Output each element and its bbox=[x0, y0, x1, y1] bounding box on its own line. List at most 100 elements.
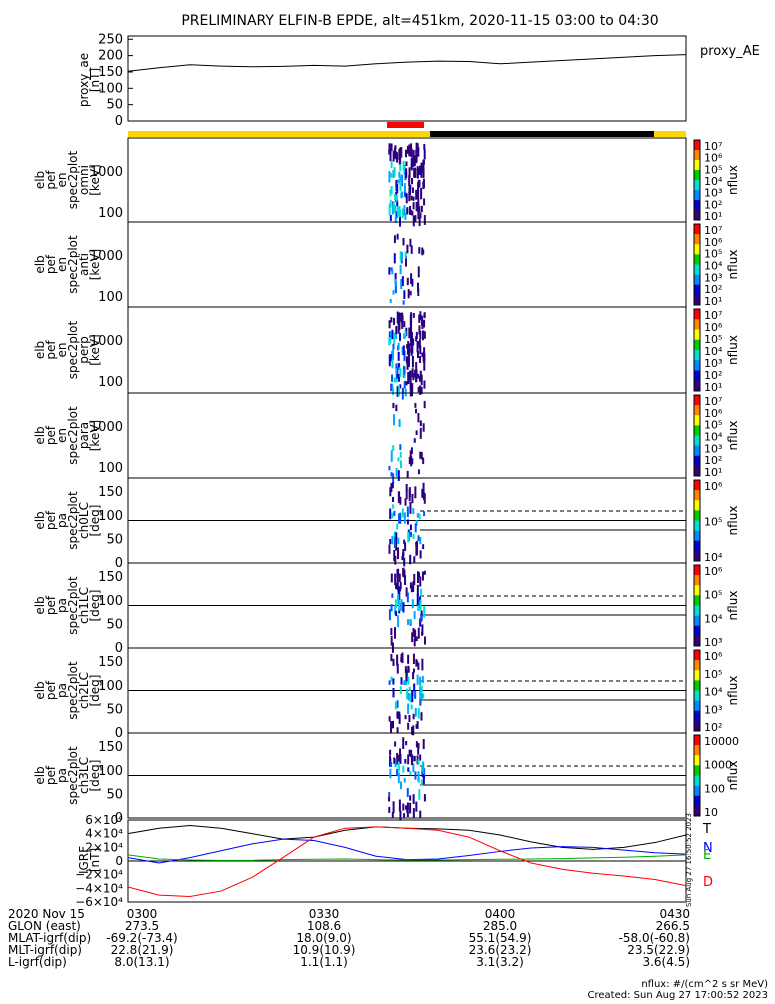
en-para-colorbar bbox=[693, 394, 701, 477]
en-omni-data-cell bbox=[404, 149, 407, 158]
pa-ch2-data-cell bbox=[407, 692, 410, 701]
en-perp-data-cell bbox=[407, 341, 410, 349]
pa-ch0-colorbar bbox=[693, 479, 701, 562]
pa-ch0-data-cell bbox=[398, 491, 401, 503]
en-perp-data-cells bbox=[388, 311, 426, 400]
pa-ch1-colorbar-frame bbox=[693, 564, 701, 647]
pa-ch3-data-cell bbox=[394, 758, 397, 768]
igrf-series-E bbox=[127, 854, 687, 861]
pa-ch2-data-cell bbox=[413, 683, 416, 692]
pa-ch1-colorbar-tick: 10⁴ bbox=[704, 612, 723, 625]
en-anti-data-cell bbox=[394, 281, 397, 294]
en-para-colorbar-band bbox=[694, 465, 700, 477]
en-perp-data-cell bbox=[407, 351, 410, 361]
en-anti-colorbar-band bbox=[694, 244, 700, 255]
pa-ch2-data-cell bbox=[405, 670, 408, 682]
pa-ch2-data-cell bbox=[404, 666, 407, 674]
en-omni-data-cell bbox=[412, 196, 415, 201]
pa-ch0-data-cell bbox=[407, 531, 410, 543]
en-anti-colorbar bbox=[693, 223, 701, 306]
igrf-ytick: 4×10⁴ bbox=[85, 827, 123, 841]
en-perp-data-cell bbox=[388, 354, 391, 367]
en-anti-colorbar-band bbox=[694, 284, 700, 296]
proxy-ae-frame bbox=[127, 35, 687, 122]
en-omni-data-cell bbox=[400, 174, 403, 184]
en-perp-data-cell bbox=[405, 356, 408, 364]
en-anti-data-cell bbox=[417, 288, 420, 297]
pa-ch0-data-cell bbox=[393, 536, 396, 549]
pa-ch0-data-cell bbox=[403, 557, 406, 567]
pa-ch0-data-cell bbox=[399, 512, 402, 524]
pa-ch1-data-cell bbox=[390, 573, 393, 583]
pa-ch2-data-cell bbox=[410, 704, 413, 710]
pa-ch3-data-cell bbox=[393, 757, 396, 764]
en-perp-data-cell bbox=[388, 337, 391, 346]
pa-ch1-data-cell bbox=[402, 568, 405, 577]
pa-ch2-colorbar-band bbox=[694, 690, 700, 702]
pa-ch3-data-cell bbox=[410, 754, 413, 766]
pa-ch2-data-cell bbox=[420, 712, 423, 721]
en-anti-colorbar-tick: 10⁶ bbox=[704, 236, 723, 249]
pa-ch3-data-cell bbox=[400, 781, 403, 790]
pa-ch3-data-cell bbox=[388, 806, 391, 813]
en-perp-data-cell bbox=[411, 355, 414, 368]
en-perp-data-cell bbox=[407, 359, 410, 367]
en-omni-data-cell bbox=[416, 167, 419, 179]
en-perp-data-cell bbox=[410, 347, 413, 353]
en-omni-colorbar-tick: 10¹ bbox=[704, 210, 722, 223]
footer-created: Created: Sun Aug 27 17:00:52 2023 bbox=[588, 990, 768, 1000]
pa-ch3-data-cell bbox=[390, 761, 393, 768]
en-omni-data-cell bbox=[420, 171, 423, 178]
proxy-ae-ytick: 200 bbox=[98, 49, 123, 64]
en-omni-data-cell bbox=[410, 164, 413, 171]
en-perp-data-cell bbox=[423, 313, 426, 319]
pa-ch0-colorbar-band bbox=[694, 550, 700, 562]
pa-ch2-data-cell bbox=[400, 677, 403, 685]
pa-ch1-data-cell bbox=[412, 628, 415, 637]
pa-ch2-colorbar-tick: 10⁴ bbox=[704, 686, 723, 699]
pa-ch0-data-cell bbox=[392, 504, 395, 509]
pa-ch2-data-cell bbox=[412, 668, 415, 673]
pa-ch3-data-cell bbox=[415, 801, 418, 812]
xaxis-row-label: MLAT-igrf(dip) bbox=[8, 931, 91, 945]
proxy-ae-line bbox=[127, 54, 687, 72]
en-omni-data-cell bbox=[422, 178, 425, 189]
pa-ch2-data-cell bbox=[412, 713, 415, 720]
en-omni-ylabel-line: elb bbox=[33, 171, 47, 189]
en-perp-colorbar-tick: 10³ bbox=[704, 357, 722, 370]
pa-ch1-data-cell bbox=[416, 584, 419, 597]
pa-ch1-ylabel-line: [deg] bbox=[88, 590, 102, 622]
en-anti-data-cells bbox=[388, 233, 425, 305]
pa-ch3-data-cell bbox=[420, 779, 423, 786]
pa-ch0-data-cell bbox=[417, 535, 420, 542]
pa-ch1-data-cell bbox=[398, 600, 401, 611]
xaxis-row-value: 10.9(10.9) bbox=[293, 943, 356, 957]
pa-ch3-data-cell bbox=[422, 739, 425, 750]
pa-ch3-colorbar-tick: 10000 bbox=[704, 735, 739, 748]
en-perp-data-cell bbox=[410, 340, 413, 346]
pa-ch2-ylabel-line: pa bbox=[55, 683, 69, 698]
pa-ch2-data-cell bbox=[412, 653, 415, 665]
en-omni-data-cell bbox=[391, 204, 394, 215]
en-omni-data-cell bbox=[405, 194, 408, 204]
pa-ch1-colorbar-label: nflux bbox=[726, 591, 740, 621]
en-para-data-cell bbox=[400, 460, 403, 469]
pa-ch3-colorbar bbox=[693, 734, 701, 817]
pa-ch0-data-cell bbox=[401, 556, 404, 561]
en-omni-data-cell bbox=[420, 162, 423, 174]
en-para-data-cell bbox=[422, 423, 425, 432]
en-anti-data-cell bbox=[411, 278, 414, 287]
pa-ch3-data-cell bbox=[421, 771, 424, 778]
en-anti-data-cell bbox=[410, 245, 413, 254]
pa-ch3-data-cell bbox=[412, 794, 415, 804]
pa-ch0-data-cell bbox=[399, 496, 402, 505]
pa-ch3-data-cell bbox=[404, 805, 407, 810]
pa-ch3-ytick: 150 bbox=[98, 740, 123, 755]
pa-ch3-data-cell bbox=[403, 777, 406, 783]
pa-ch0-colorbar-band bbox=[694, 540, 700, 552]
pa-ch0-colorbar-band bbox=[694, 480, 700, 491]
pa-ch0-data-cell bbox=[419, 537, 422, 545]
en-omni-ylabel-line: spec2plot bbox=[66, 150, 80, 209]
en-perp-data-cell bbox=[419, 355, 422, 363]
